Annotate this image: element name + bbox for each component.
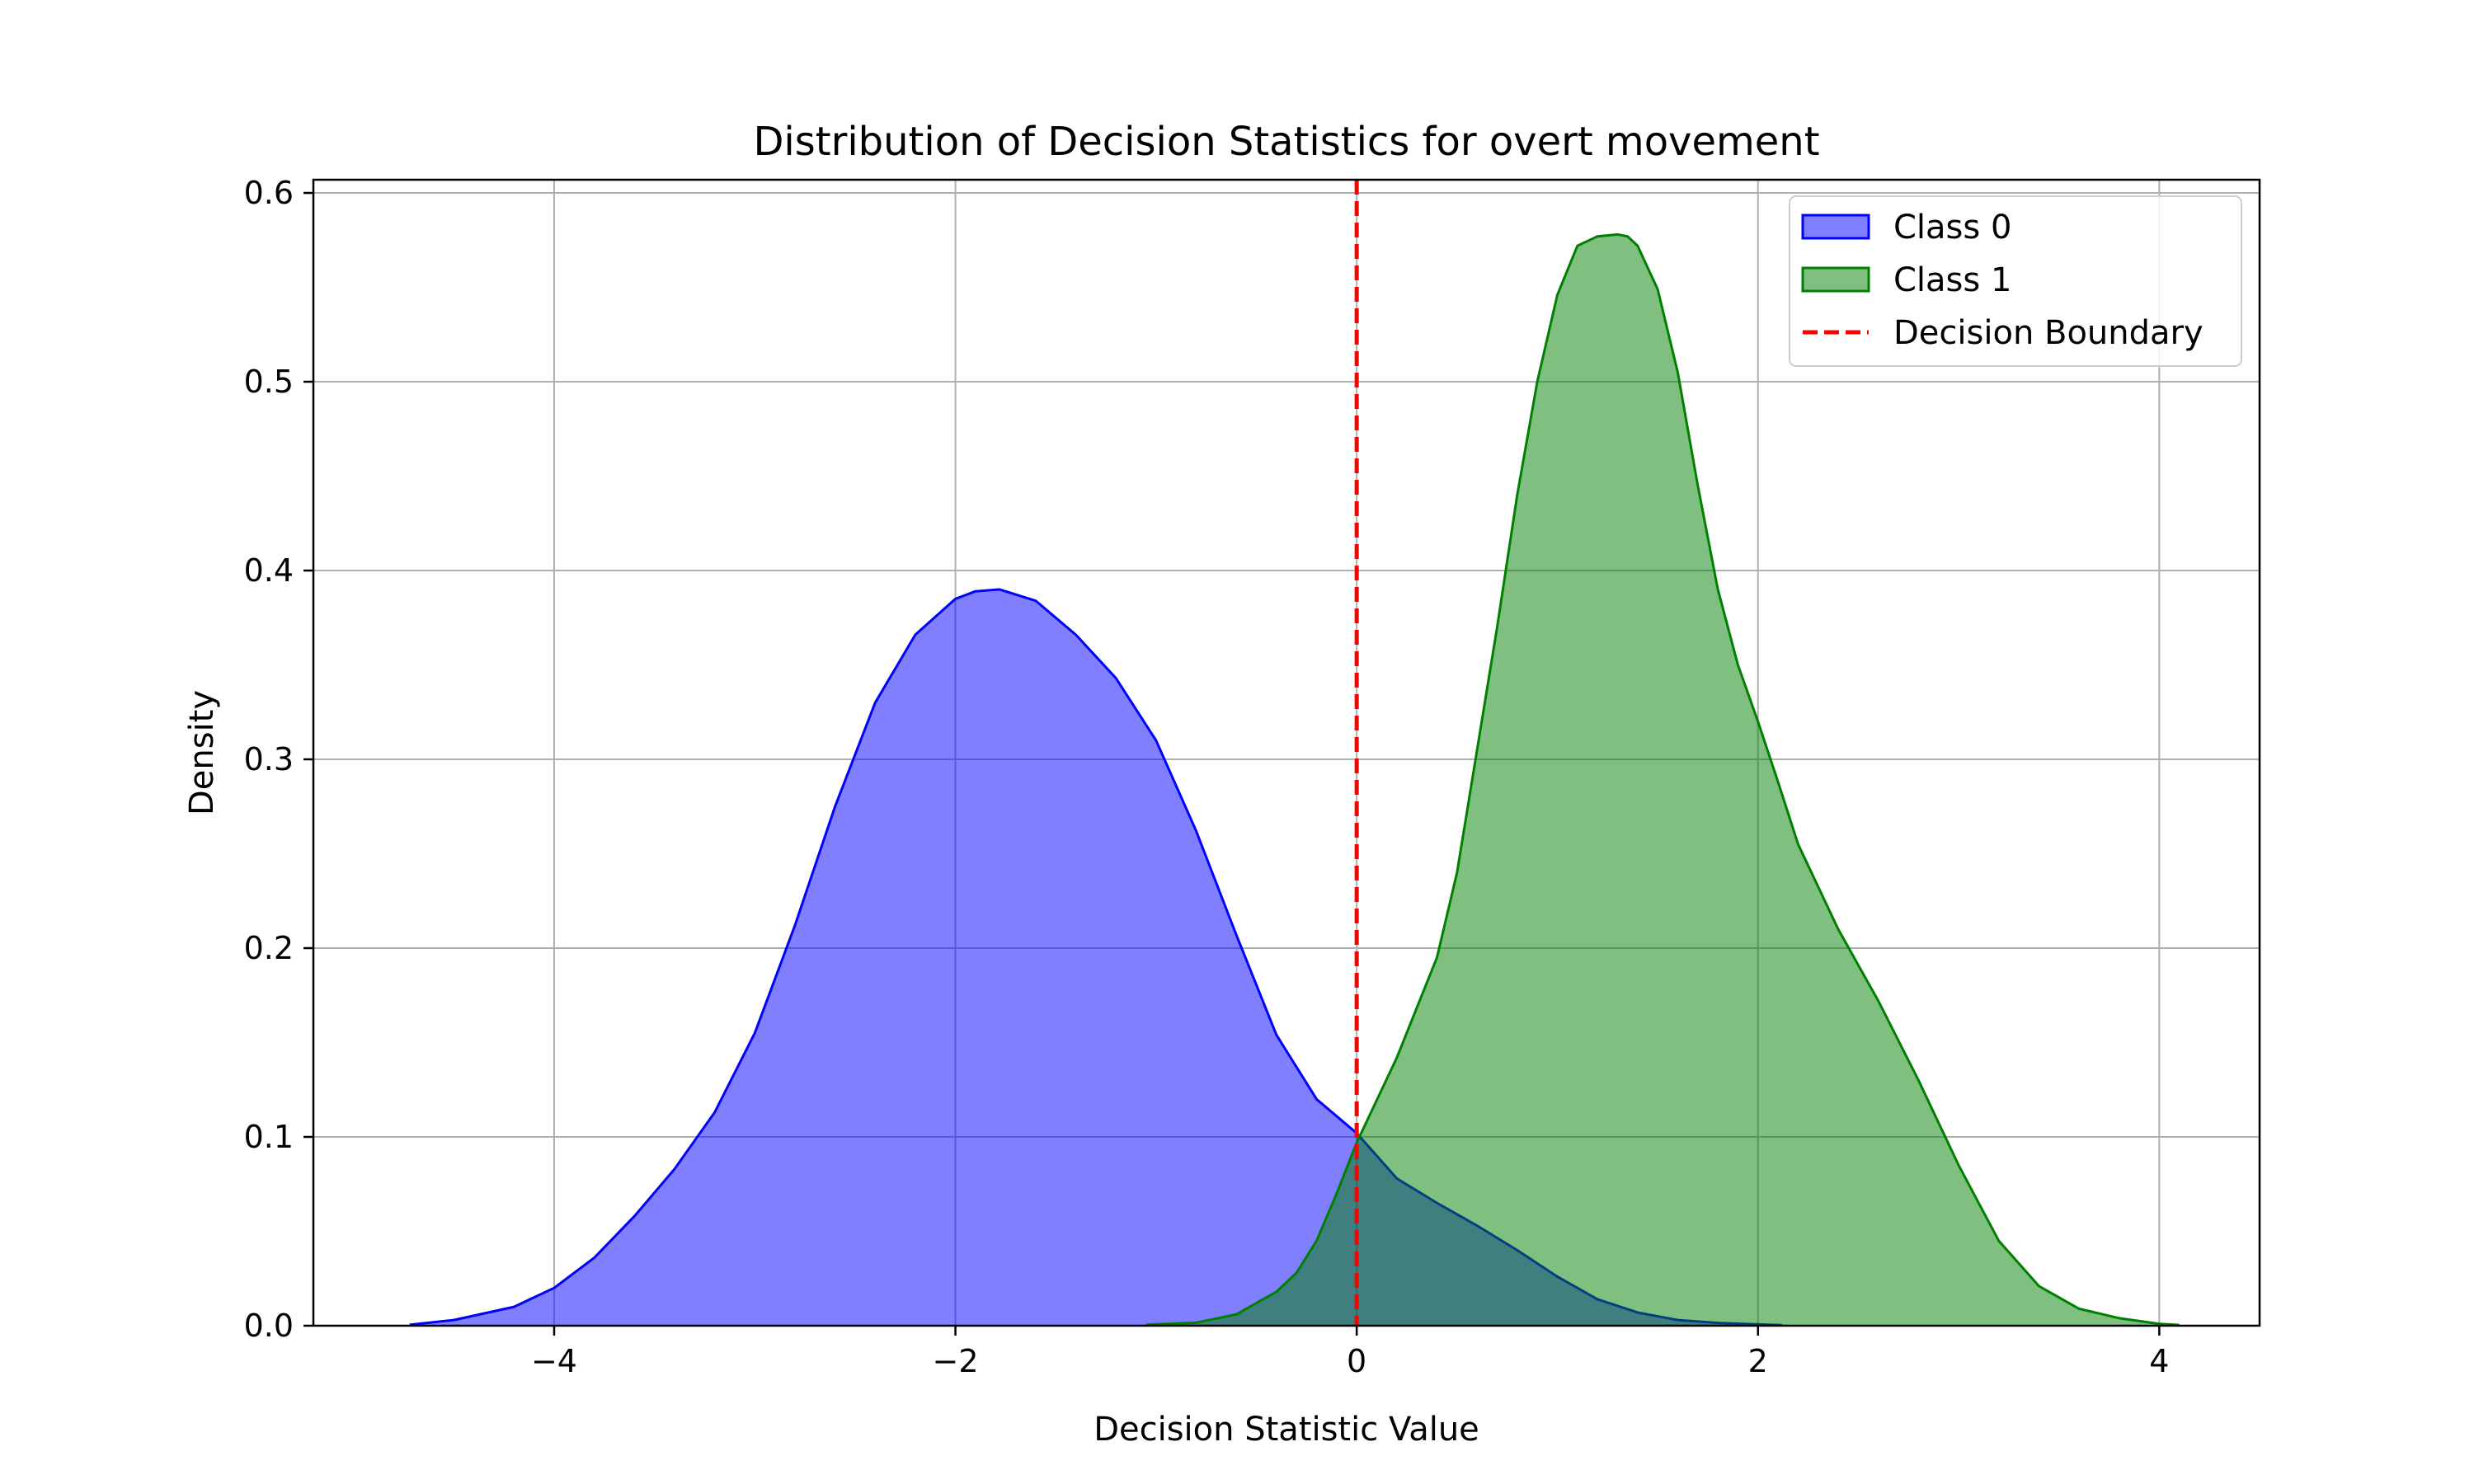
x-tick-label: 4 [2149,1343,2169,1379]
x-tick-label: −4 [531,1343,577,1379]
y-tick-label: 0.6 [244,175,294,211]
legend-label: Class 0 [1893,209,2011,247]
legend: Class 0 Class 1 Decision Boundary [1789,195,2242,367]
y-tick-label: 0.5 [244,364,294,400]
legend-swatch [1801,266,1870,293]
x-tick-label: 2 [1748,1343,1768,1379]
x-tick-label: −2 [933,1343,979,1379]
line-class-1 [1145,232,2180,1327]
series-layer [409,232,2180,1327]
y-axis-label: Density [183,690,221,815]
y-tick-label: 0.1 [244,1119,294,1155]
legend-label: Decision Boundary [1893,314,2204,352]
x-axis-label: Decision Statistic Value [1094,1411,1479,1449]
legend-swatch [1801,214,1870,240]
area-class-0 [409,589,1782,1326]
y-tick-label: 0.4 [244,552,294,589]
x-tick-label: 0 [1347,1343,1366,1379]
chart-title: Distribution of Decision Statistics for … [753,119,1819,165]
legend-box [1789,195,2242,367]
y-tick-label: 0.3 [244,741,294,777]
area-class-1 [1145,234,2180,1326]
ticks: −4 −2 0 2 4 0.0 0.1 0.2 0.3 0.4 0.5 0.6 [244,175,2170,1379]
plot-frame [312,178,2261,1327]
legend-label: Class 1 [1893,261,2011,299]
y-tick-label: 0.0 [244,1308,294,1344]
y-tick-label: 0.2 [244,930,294,966]
